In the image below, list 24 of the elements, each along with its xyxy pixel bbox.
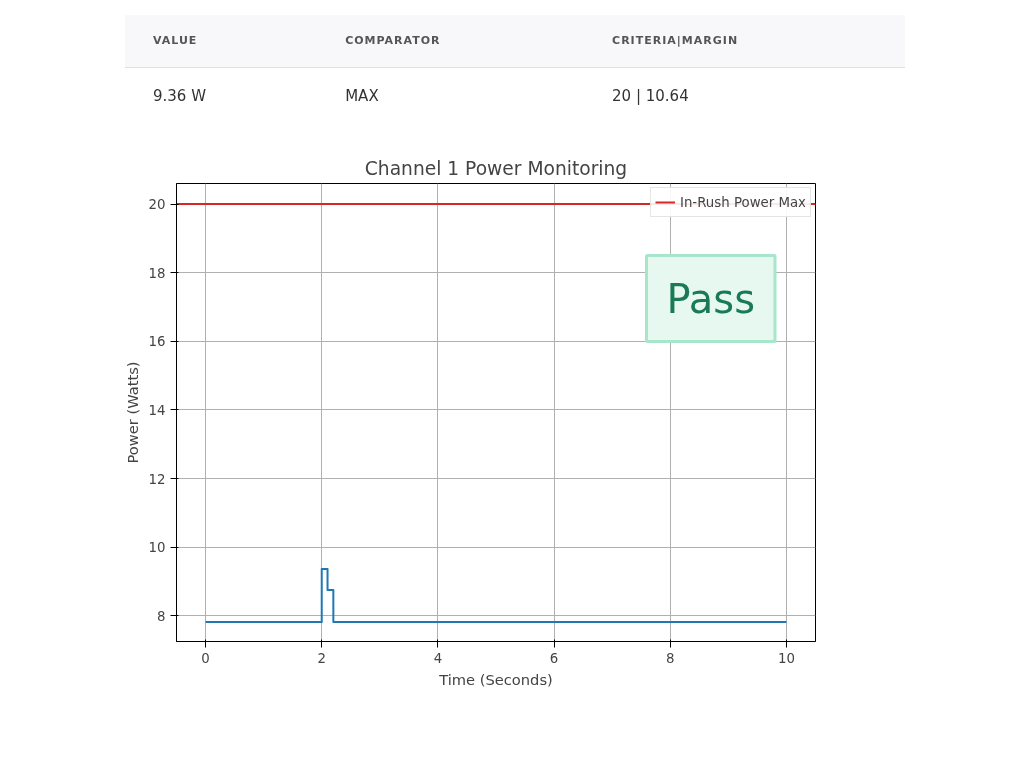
chart-title: Channel 1 Power Monitoring: [364, 157, 628, 179]
ref-line-label: In-Rush Power Max: [679, 194, 806, 210]
annotation: Pass: [666, 275, 756, 322]
y-tick-label: 16: [148, 334, 166, 350]
y-tick-label: 20: [148, 197, 166, 213]
text: MAX: [344, 85, 380, 107]
text: 9.36 W: [152, 85, 207, 107]
x-tick-label: 8: [666, 650, 675, 666]
x-tick-label: 10: [777, 650, 795, 666]
x-tick-label: 0: [201, 650, 210, 666]
y-tick-label: 8: [157, 608, 166, 624]
x-tick-label: 6: [549, 650, 559, 666]
y-tick-label: 14: [148, 402, 166, 418]
x-axis-title: Time (Seconds): [438, 670, 553, 688]
y-tick-label: 12: [148, 471, 166, 487]
x-tick-label: 2: [317, 650, 326, 666]
text: CRITERIA|MARGIN: [611, 33, 740, 49]
y-tick-label: 10: [148, 540, 166, 556]
text: 20 | 10.64: [611, 85, 690, 107]
y-axis-title: Power (Watts): [123, 361, 141, 464]
text: VALUE: [152, 33, 199, 49]
y-tick-label: 18: [148, 265, 166, 281]
text: COMPARATOR: [344, 33, 442, 49]
x-tick-label: 4: [433, 650, 443, 666]
